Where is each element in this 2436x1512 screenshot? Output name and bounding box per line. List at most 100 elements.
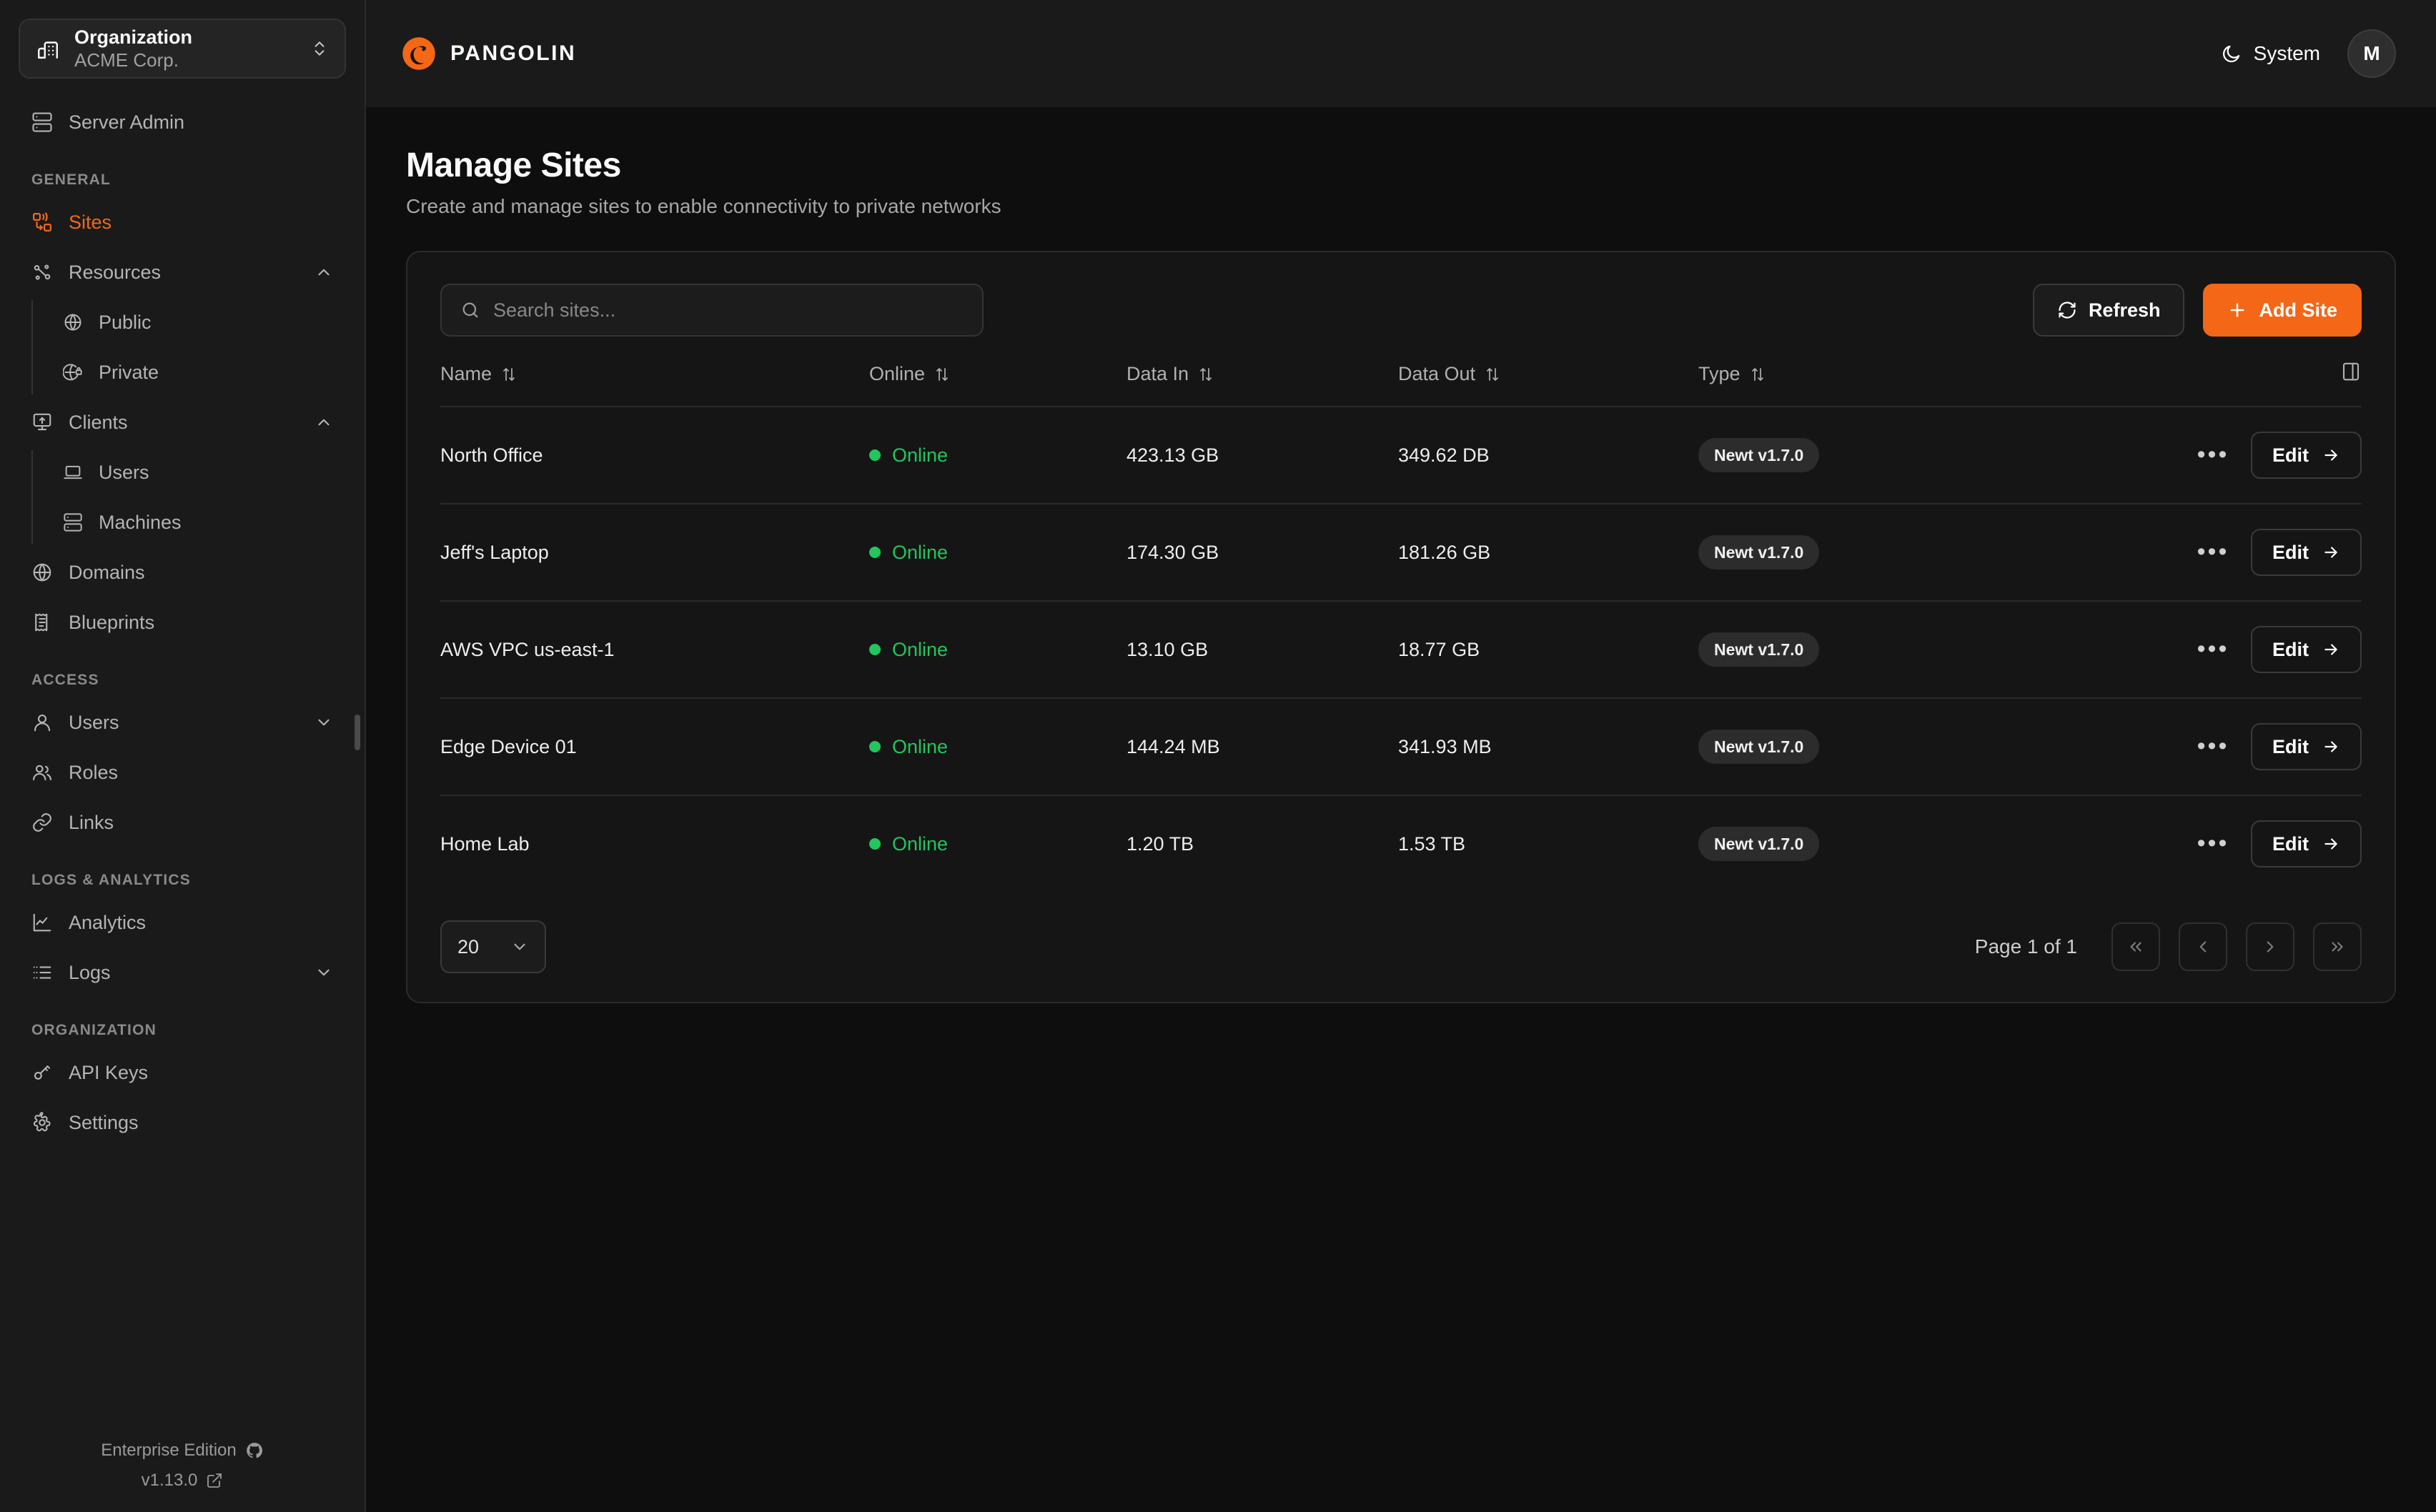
columns-panel-icon[interactable] [2340,361,2362,382]
edition-link[interactable]: Enterprise Edition [101,1441,263,1461]
add-site-button[interactable]: Add Site [2203,284,2362,337]
sidebar-item-links[interactable]: Links [19,797,346,847]
sort-online[interactable]: Online [869,363,951,385]
first-page-button[interactable] [2111,922,2160,971]
sidebar-item-server-admin[interactable]: Server Admin [19,97,346,147]
column-label: Type [1698,363,1741,384]
sidebar-item-blueprints[interactable]: Blueprints [19,597,346,647]
search-input[interactable]: Search sites... [440,284,984,337]
sidebar-item-label: Server Admin [69,111,185,133]
sidebar-item-label: Users [69,711,119,733]
globe-icon [31,562,53,583]
sidebar-item-label: Sites [69,211,112,233]
type-badge: Newt v1.7.0 [1698,730,1820,764]
table-row[interactable]: Edge Device 01 Online 144.24 MB 341.93 M… [440,697,2362,795]
cell-data-in: 13.10 GB [1127,600,1398,698]
type-badge: Newt v1.7.0 [1698,827,1820,861]
sidebar-item-clients[interactable]: Clients [19,397,346,447]
sidebar-subgroup-clients: Users Machines [31,447,365,547]
ellipsis-icon[interactable]: ••• [2197,441,2229,469]
prev-page-button[interactable] [2179,922,2227,971]
status-dot-icon [869,449,881,462]
sidebar-item-label: Links [69,811,114,833]
cell-type: Newt v1.7.0 [1698,697,2099,795]
sidebar-scrollbar[interactable] [355,715,360,750]
sidebar-item-sites[interactable]: Sites [19,197,346,247]
chevron-down-icon[interactable] [315,713,333,732]
sidebar-item-analytics[interactable]: Analytics [19,897,346,948]
cell-name: Jeff's Laptop [440,503,869,601]
column-label: Data Out [1398,363,1476,384]
org-switcher[interactable]: Organization ACME Corp. [19,19,346,79]
table-row[interactable]: Jeff's Laptop Online 174.30 GB 181.26 GB [440,503,2362,601]
sidebar-item-public[interactable]: Public [50,297,365,347]
edit-button[interactable]: Edit [2251,723,2362,770]
cell-actions: ••• Edit [2099,503,2362,601]
building-icon [36,36,60,61]
status-label: Online [892,832,949,855]
ellipsis-icon[interactable]: ••• [2197,538,2229,566]
ellipsis-icon[interactable]: ••• [2197,830,2229,857]
server-icon [63,512,83,532]
sidebar-item-settings[interactable]: Settings [19,1098,346,1148]
page-size-select[interactable]: 20 [440,920,546,973]
sites-card: Search sites... Refresh [406,251,2396,1003]
edit-label: Edit [2272,735,2309,757]
sidebar-item-logs[interactable]: Logs [19,948,346,998]
edit-button[interactable]: Edit [2251,432,2362,479]
version-link[interactable]: v1.13.0 [142,1471,224,1491]
sort-data-out[interactable]: Data Out [1398,363,1501,385]
sidebar-item-resources[interactable]: Resources [19,247,346,297]
sidebar-item-machines[interactable]: Machines [50,497,365,547]
ellipsis-icon[interactable]: ••• [2197,635,2229,663]
sidebar-item-label: Blueprints [69,611,155,633]
edit-button[interactable]: Edit [2251,626,2362,673]
cell-name: North Office [440,406,869,504]
chevron-up-icon[interactable] [315,413,333,432]
edit-button[interactable]: Edit [2251,820,2362,867]
ellipsis-icon[interactable]: ••• [2197,732,2229,760]
sort-type[interactable]: Type [1698,363,1766,385]
sidebar-item-users-clients[interactable]: Users [50,447,365,497]
arrow-right-icon [2322,835,2340,853]
brand[interactable]: PANGOLIN [400,35,576,72]
table-row[interactable]: AWS VPC us-east-1 Online 13.10 GB 18.77 … [440,600,2362,698]
avatar[interactable]: M [2347,29,2396,78]
edit-button[interactable]: Edit [2251,529,2362,576]
cell-actions: ••• Edit [2099,600,2362,698]
main-area: PANGOLIN System M Manage Sites Create an… [366,0,2436,1512]
sidebar-item-api-keys[interactable]: API Keys [19,1048,346,1098]
brand-name: PANGOLIN [450,41,577,65]
next-page-button[interactable] [2246,922,2294,971]
chevron-up-icon[interactable] [315,263,333,282]
theme-label: System [2253,42,2320,64]
sidebar-item-private[interactable]: Private [50,347,365,397]
cell-data-in: 423.13 GB [1127,406,1398,504]
sidebar-item-label: Clients [69,411,128,433]
table-header-row: Name Online [440,361,2362,407]
sort-name[interactable]: Name [440,363,518,385]
add-site-label: Add Site [2259,299,2337,321]
sort-data-in[interactable]: Data In [1127,363,1214,385]
column-label: Online [869,363,926,384]
table-row[interactable]: Home Lab Online 1.20 TB 1.53 TB Newt v1. [440,795,2362,892]
last-page-button[interactable] [2313,922,2362,971]
sidebar-item-domains[interactable]: Domains [19,547,346,597]
cell-actions: ••• Edit [2099,795,2362,892]
refresh-button[interactable]: Refresh [2032,284,2185,337]
cell-type: Newt v1.7.0 [1698,600,2099,698]
sidebar-item-label: Roles [69,761,119,783]
cell-data-in: 1.20 TB [1127,795,1398,892]
theme-toggle[interactable]: System [2221,42,2320,65]
plus-icon [2227,300,2247,320]
table-row[interactable]: North Office Online 423.13 GB 349.62 DB [440,406,2362,504]
status-dot-icon [869,741,881,753]
sidebar-item-users[interactable]: Users [19,697,346,747]
sidebar: Organization ACME Corp. Server Admin [0,0,366,1512]
chevron-down-icon[interactable] [315,963,333,982]
sidebar-item-roles[interactable]: Roles [19,747,346,797]
status-label: Online [892,541,949,563]
page-title: Manage Sites [406,146,621,184]
cell-data-out: 349.62 DB [1398,406,1698,504]
